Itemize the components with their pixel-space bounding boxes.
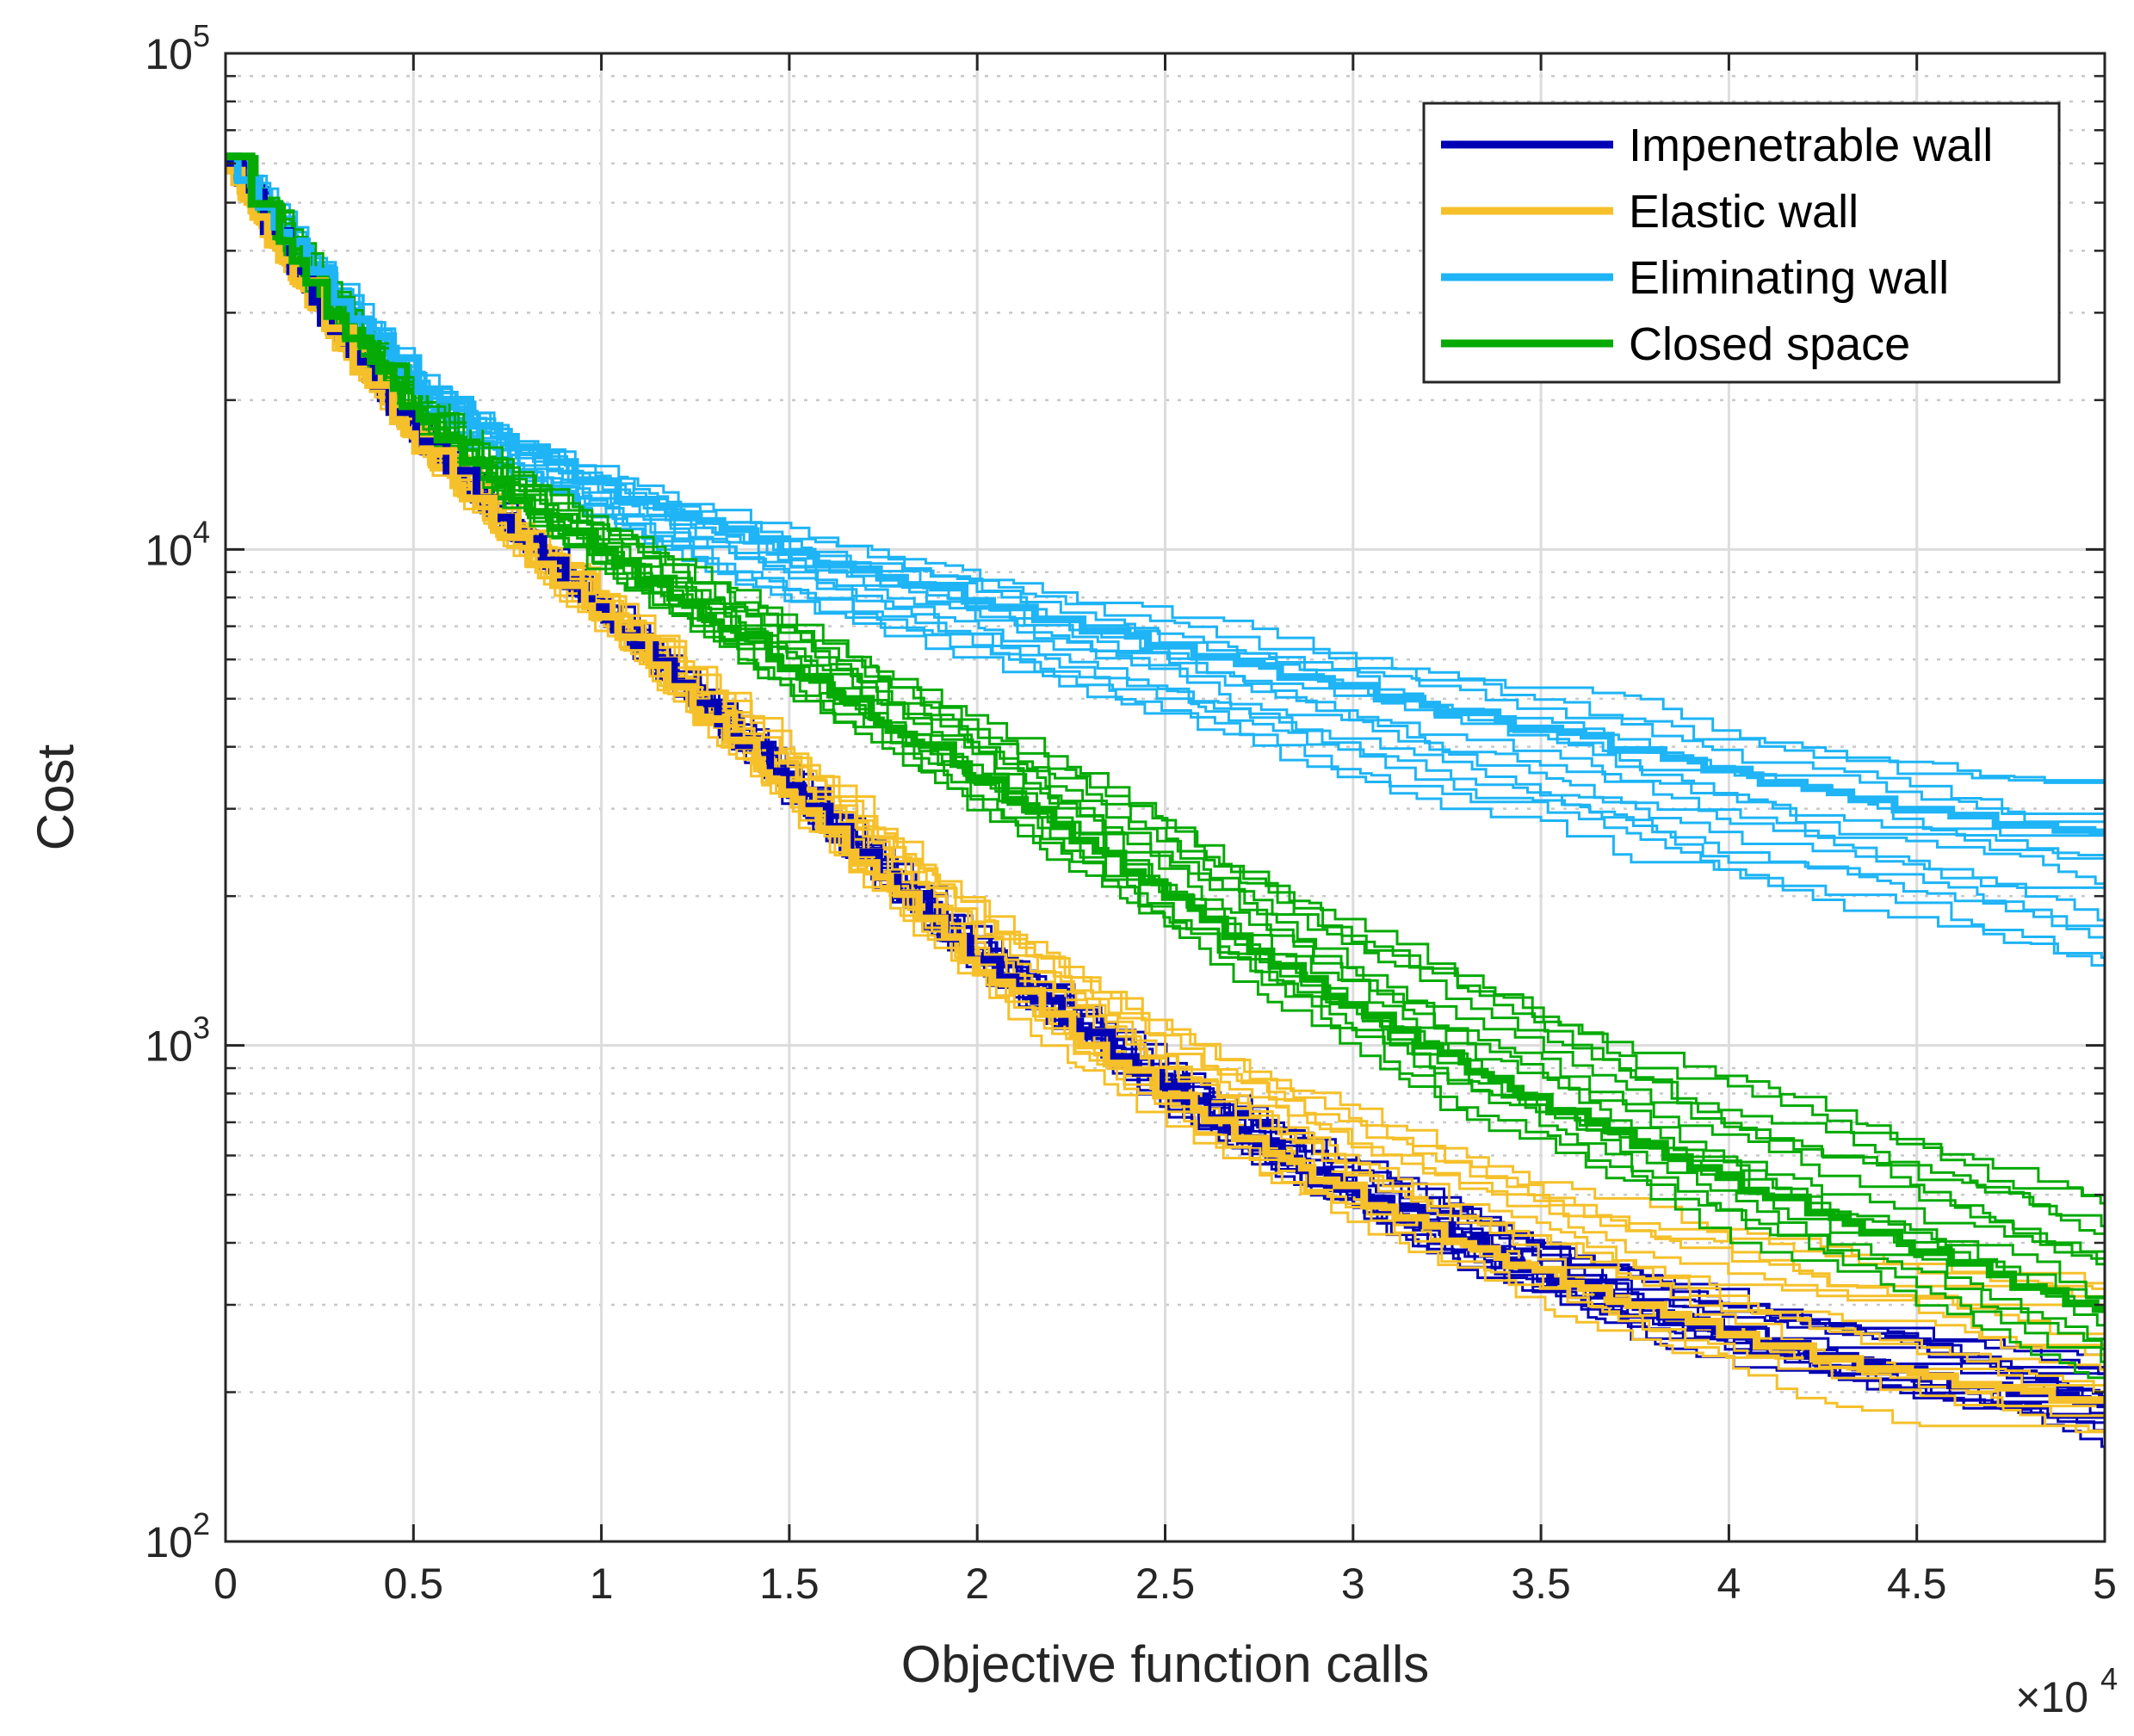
x-tick-label: 1.5 [759, 1560, 820, 1608]
x-tick-label: 0.5 [384, 1560, 444, 1608]
legend-label-3: Eliminating wall [1629, 252, 1949, 304]
x-tick-label: 2 [965, 1560, 989, 1608]
legend-label-1: Impenetrable wall [1629, 120, 1993, 171]
x-tick-label: 1 [590, 1560, 614, 1608]
mean-curves [226, 152, 2105, 1409]
y-tick-label: 103 [145, 1010, 210, 1071]
y-axis-label: Cost [27, 744, 84, 850]
x-axis-label: Objective function calls [901, 1635, 1430, 1693]
x-tick-label: 0 [213, 1560, 238, 1608]
run-line-4-1 [226, 155, 2106, 1388]
y-tick-label: 102 [145, 1506, 210, 1566]
x-multiplier-base: ×10 [2015, 1673, 2088, 1721]
run-line-4-4 [226, 155, 2106, 1349]
legend-label-2: Elastic wall [1629, 186, 1859, 238]
run-line-2-5 [226, 169, 2105, 1393]
mean-line-1 [226, 159, 2105, 1409]
run-line-4-8 [226, 155, 2105, 1266]
x-tick-label: 4.5 [1887, 1560, 1947, 1608]
x-tick-label: 5 [2093, 1560, 2117, 1608]
legend: Impenetrable wall Elastic wall Eliminating… [1422, 102, 2061, 384]
x-tick-label: 3.5 [1511, 1560, 1571, 1608]
run-line-4-14 [226, 155, 2105, 1205]
x-multiplier-exponent: 4 [2100, 1661, 2118, 1696]
mean-line-3 [226, 152, 2105, 837]
axis-ticks: 0 0.5 1 1.5 2 2.5 3 3.5 4 4.5 5 102 103 104 105 [145, 18, 2117, 1608]
y-tick-label: 104 [145, 514, 210, 574]
x-tick-label: 3 [1341, 1560, 1365, 1608]
y-tick-label: 105 [145, 18, 210, 78]
x-tick-label: 4 [1716, 1560, 1741, 1608]
axis-labels: Objective function calls Cost ×10 4 [27, 744, 2118, 1721]
mean-line-4 [226, 152, 2105, 1313]
run-line-3-14 [226, 155, 2105, 782]
mean-line-2 [226, 166, 2105, 1405]
run-line-3-12 [226, 155, 2105, 815]
x-tick-label: 2.5 [1135, 1560, 1196, 1608]
run-line-3-8 [226, 155, 2106, 864]
run-line-2-11 [226, 169, 2105, 1307]
run-line-4-3 [226, 155, 2105, 1350]
legend-box [1422, 102, 2061, 384]
run-line-3-6 [226, 155, 2105, 889]
x-axis-multiplier: ×10 4 [2015, 1661, 2118, 1721]
run-line-4-10 [226, 155, 2106, 1256]
legend-label-4: Closed space [1629, 318, 1910, 370]
